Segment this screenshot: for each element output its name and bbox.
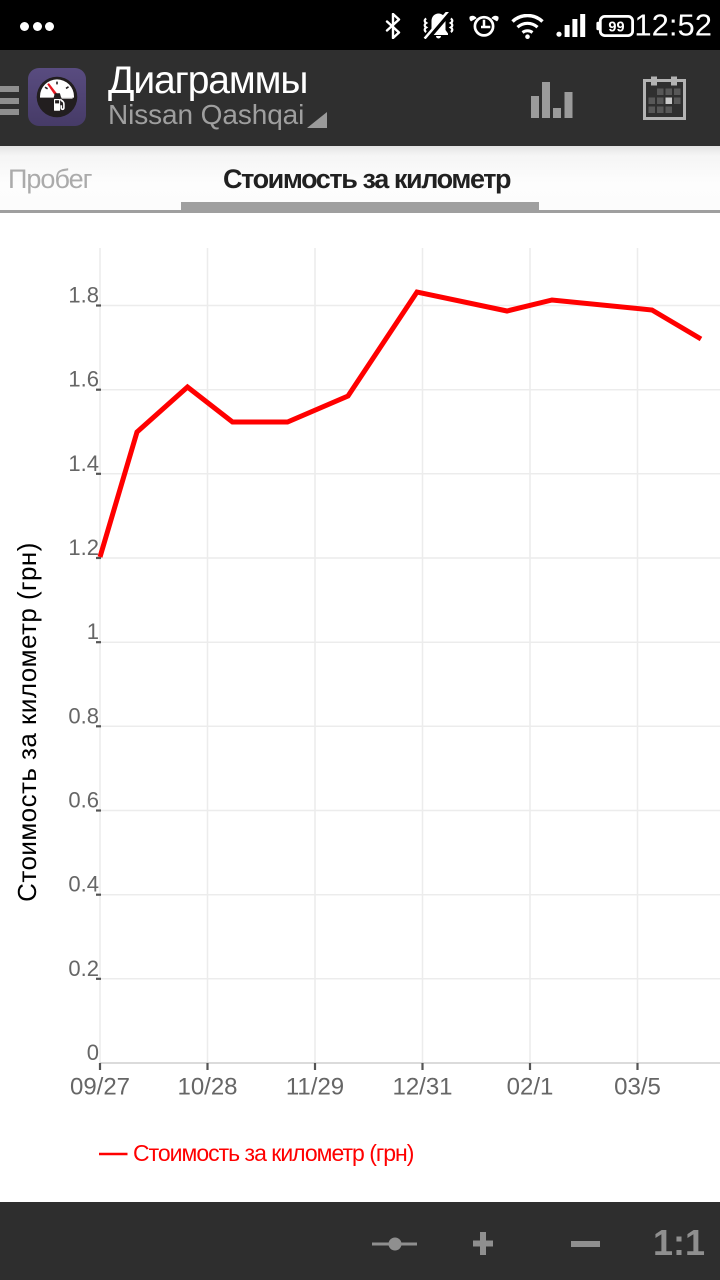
svg-text:1.8: 1.8 [68,283,99,308]
svg-text:1: 1 [87,619,99,644]
svg-text:0.4: 0.4 [68,872,99,897]
svg-text:Стоимость за километр (грн): Стоимость за километр (грн) [133,1140,414,1166]
svg-text:0.8: 0.8 [68,703,99,728]
svg-text:0.6: 0.6 [68,788,99,813]
svg-text:10/28: 10/28 [177,1074,237,1101]
svg-text:09/27: 09/27 [70,1074,130,1101]
svg-text:0: 0 [87,1040,99,1065]
svg-text:1.6: 1.6 [68,367,99,392]
svg-text:02/1: 02/1 [507,1074,554,1101]
svg-text:11/29: 11/29 [286,1074,344,1101]
svg-text:0.2: 0.2 [68,956,99,981]
svg-text:1.2: 1.2 [68,535,99,560]
svg-text:12/31: 12/31 [392,1074,452,1101]
svg-text:03/5: 03/5 [614,1074,661,1101]
svg-text:1.4: 1.4 [68,451,99,476]
svg-text:99: 99 [608,19,624,35]
svg-text:Стоимость за километр (грн): Стоимость за километр (грн) [12,542,42,902]
